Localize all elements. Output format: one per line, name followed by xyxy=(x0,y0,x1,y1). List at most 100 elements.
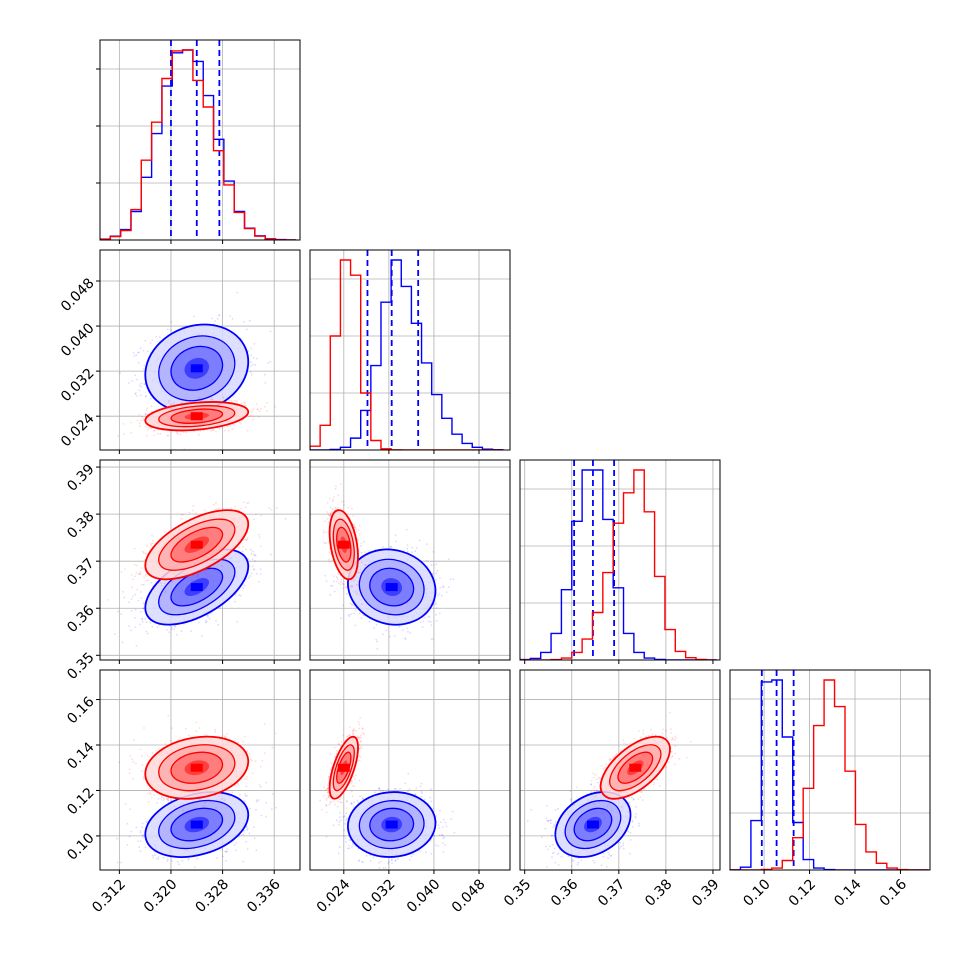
scatter-point xyxy=(231,428,234,430)
scatter-point xyxy=(201,399,204,402)
scatter-point xyxy=(212,429,215,431)
scatter-point xyxy=(246,537,249,539)
scatter-point xyxy=(188,511,191,514)
scatter-point xyxy=(155,336,158,338)
scatter-point xyxy=(252,363,255,366)
scatter-point xyxy=(218,507,220,509)
scatter-point xyxy=(180,517,183,520)
scatter-point xyxy=(414,550,417,553)
scatter-point xyxy=(373,627,376,629)
scatter-point xyxy=(246,539,249,541)
histogram-series-1 xyxy=(310,259,503,450)
scatter-point xyxy=(243,321,246,323)
scatter-point xyxy=(244,401,246,404)
scatter-point xyxy=(138,351,140,354)
scatter-point xyxy=(149,622,152,624)
scatter-point xyxy=(134,608,137,611)
scatter-point xyxy=(258,581,260,583)
scatter-point xyxy=(146,350,149,353)
scatter-point xyxy=(231,317,234,320)
scatter-point xyxy=(143,368,145,370)
scatter-point xyxy=(442,586,444,588)
scatter-point xyxy=(141,618,144,620)
scatter-point xyxy=(120,570,123,573)
scatter-point xyxy=(434,600,437,603)
scatter-point xyxy=(138,425,141,428)
scatter-point xyxy=(194,512,197,515)
scatter-point xyxy=(284,518,287,520)
scatter-point xyxy=(253,554,256,556)
panel-frame xyxy=(99,39,301,241)
scatter-point xyxy=(130,421,133,424)
scatter-point xyxy=(140,382,143,385)
panel-1-0 xyxy=(96,249,301,454)
scatter-point xyxy=(342,604,345,607)
scatter-point xyxy=(199,430,202,432)
scatter-point xyxy=(239,594,242,597)
scatter-point xyxy=(210,612,212,615)
scatter-point xyxy=(227,425,230,427)
scatter-point xyxy=(144,339,147,342)
scatter-point xyxy=(164,591,167,594)
scatter-point xyxy=(140,583,143,586)
scatter-point xyxy=(143,364,146,367)
scatter-point xyxy=(159,432,162,435)
scatter-point xyxy=(236,621,239,623)
scatter-point xyxy=(407,630,409,633)
scatter-point xyxy=(259,568,262,571)
scatter-point xyxy=(117,610,119,613)
scatter-point xyxy=(135,645,138,647)
scatter-point xyxy=(134,374,137,377)
scatter-point xyxy=(205,573,208,575)
scatter-point xyxy=(137,572,140,575)
scatter-point xyxy=(435,578,437,581)
scatter-point xyxy=(134,593,137,596)
scatter-point xyxy=(170,580,173,583)
scatter-point xyxy=(192,315,195,318)
scatter-point xyxy=(252,408,255,411)
scatter-point xyxy=(173,401,175,404)
scatter-point xyxy=(238,594,241,597)
scatter-point xyxy=(429,620,432,623)
scatter-point xyxy=(381,546,384,548)
scatter-point xyxy=(200,635,203,638)
scatter-point xyxy=(249,414,252,417)
scatter-point xyxy=(167,401,170,404)
scatter-point xyxy=(190,630,193,632)
histogram-series-1 xyxy=(100,49,297,240)
scatter-point xyxy=(142,550,144,553)
scatter-point xyxy=(214,508,217,511)
scatter-point xyxy=(222,507,224,510)
scatter-point xyxy=(114,633,116,635)
scatter-point xyxy=(222,396,225,399)
scatter-point xyxy=(234,593,237,596)
scatter-point xyxy=(223,429,226,432)
scatter-point xyxy=(182,431,185,434)
panel-2-0 xyxy=(96,459,301,664)
scatter-point xyxy=(140,419,143,422)
scatter-point xyxy=(200,398,203,401)
scatter-point xyxy=(210,317,213,320)
scatter-point xyxy=(242,501,245,504)
scatter-point xyxy=(145,426,147,428)
scatter-point xyxy=(354,624,357,627)
scatter-point xyxy=(214,320,216,322)
histogram-series-0 xyxy=(100,49,297,240)
histogram-series-0 xyxy=(310,259,504,450)
scatter-point xyxy=(432,564,435,566)
scatter-point xyxy=(123,433,126,435)
scatter-point xyxy=(174,626,177,628)
scatter-point xyxy=(236,291,239,294)
scatter-point xyxy=(174,625,176,627)
scatter-point xyxy=(276,506,278,509)
scatter-point xyxy=(144,396,147,398)
scatter-point xyxy=(432,551,435,553)
scatter-point xyxy=(152,585,154,588)
panel-frame xyxy=(99,459,301,661)
scatter-point xyxy=(139,571,142,574)
scatter-point xyxy=(166,328,169,331)
scatter-point xyxy=(247,501,250,504)
scatter-point xyxy=(196,574,199,576)
scatter-point xyxy=(204,621,207,624)
scatter-point xyxy=(173,628,176,631)
